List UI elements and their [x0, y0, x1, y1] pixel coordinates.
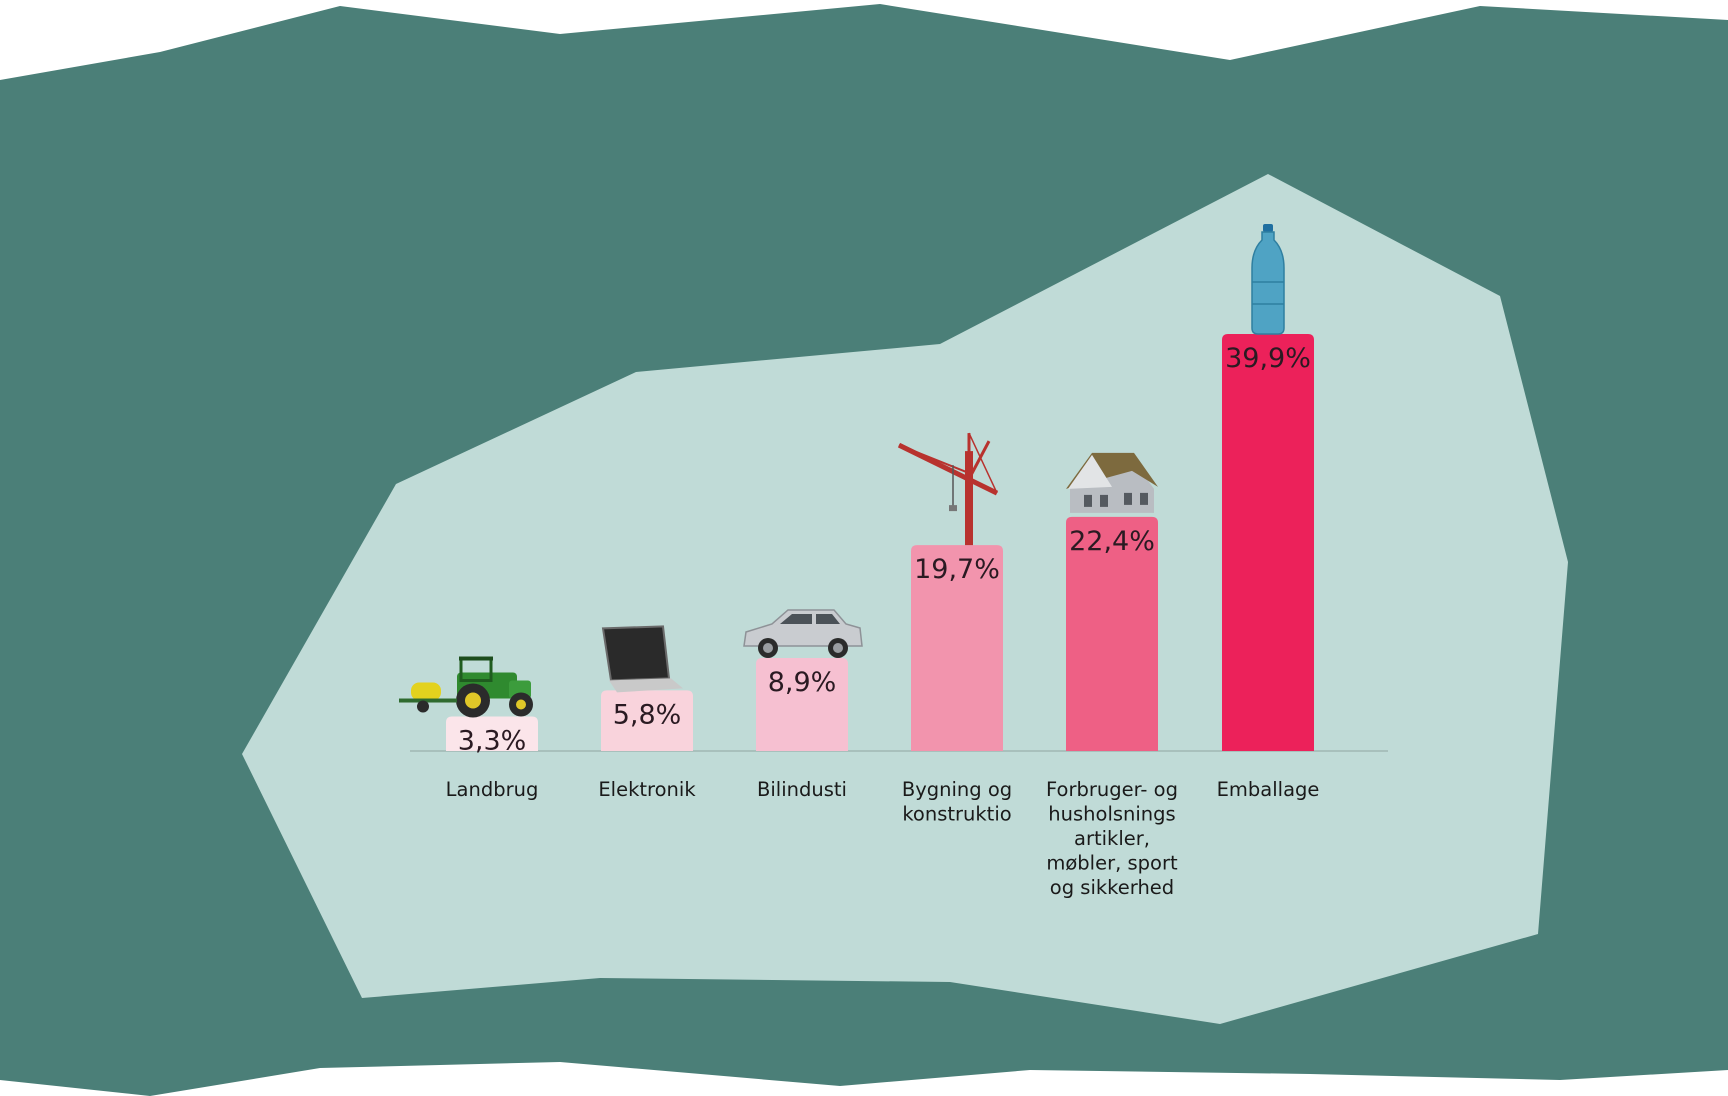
- crane-icon: [897, 432, 999, 546]
- bar-value-label: 19,7%: [914, 554, 1000, 585]
- bar-forbruger-og-husholsning: [1066, 516, 1158, 751]
- category-label: Emballage: [1217, 778, 1320, 801]
- bar-landbrug: [446, 716, 538, 751]
- bar-bygning-og-konstruktio: [911, 545, 1003, 751]
- bar-layer: [446, 334, 1314, 751]
- bar-value-label: 3,3%: [458, 726, 527, 757]
- category-label: Bygning og konstruktio: [902, 778, 1012, 826]
- category-label: Forbruger- og husholsnings artikler, møbler…: [1046, 778, 1178, 899]
- bar-value-label: 5,8%: [613, 699, 682, 730]
- tractor-icon: [399, 656, 533, 718]
- category-label: Bilindusti: [757, 778, 847, 801]
- category-label: Elektronik: [598, 778, 696, 801]
- bar-value-label: 22,4%: [1069, 526, 1155, 557]
- bar-value-label: 8,9%: [768, 667, 837, 698]
- category-label: Landbrug: [446, 778, 539, 801]
- bar-elektronik: [601, 690, 693, 751]
- laptop-icon: [601, 625, 683, 693]
- bar-emballage: [1222, 334, 1314, 751]
- category-label-layer: Landbrug Elektronik Bilindusti Bygning og ko…: [446, 778, 1320, 899]
- house-icon: [1066, 452, 1158, 513]
- bar-bilindusti: [756, 657, 848, 751]
- icon-layer: [399, 224, 1285, 718]
- car-icon: [743, 609, 863, 658]
- bar-value-label: 39,9%: [1225, 343, 1311, 374]
- value-label-layer: 3,3% 5,8% 8,9% 19,7% 22,4% 39,9%: [458, 343, 1311, 757]
- bottle-icon: [1251, 224, 1285, 335]
